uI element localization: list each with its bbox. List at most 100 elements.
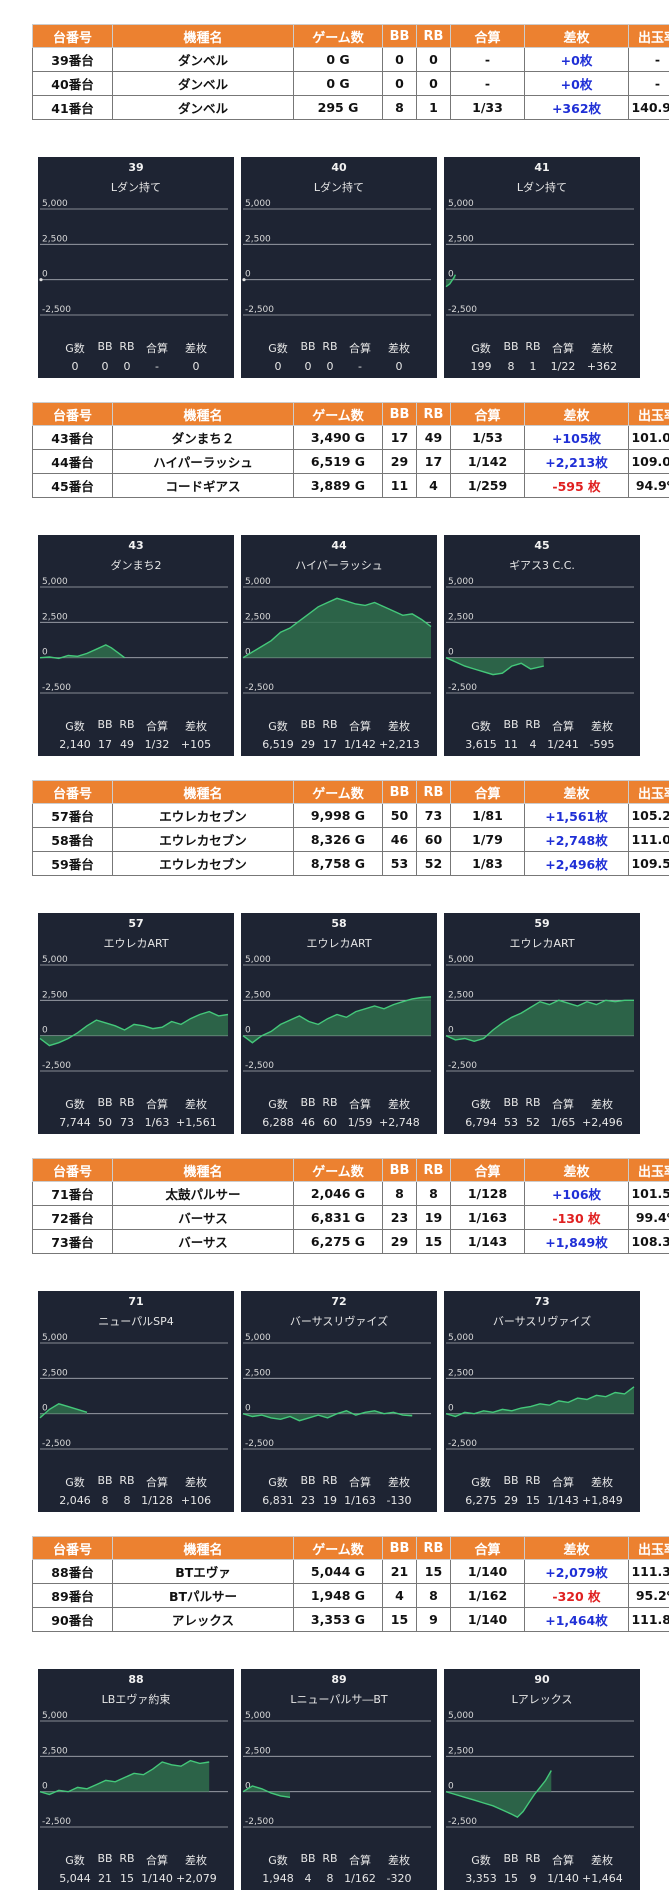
column-header[interactable]: 機種名 [112,1536,294,1560]
panel-footer-values: 5,044 21 15 1/140 +2,079 [38,1872,234,1885]
cell-bb: 21 [382,1559,417,1584]
graph-panel[interactable]: 89 Lニューパルサ―BT 5,000 2,500 0 -2,500 G数 BB RB 合算 差枚 1… [241,1669,437,1890]
table-row[interactable]: 40番台 ダンベル 0 G 0 0- +0枚 - [32,71,669,96]
graph-panel[interactable]: 90 Lアレックス 5,000 2,500 0 -2,500 G数 BB RB 合算 差枚 3,353… [444,1669,640,1890]
column-header[interactable]: 台番号 [32,24,113,48]
footer-label-combined: 合算 [349,1854,371,1867]
graph-panel[interactable]: 57 エウレカART 5,000 2,500 0 -2,500 G数 BB RB 合算 差枚 7,74… [38,913,234,1134]
column-header[interactable]: 出玉率 [628,1158,669,1182]
graph-panel[interactable]: 59 エウレカART 5,000 2,500 0 -2,500 G数 BB RB 合算 差枚 6,79… [444,913,640,1134]
graph-panel[interactable]: 41 Lダン持て 5,000 2,500 0 -2,500 G数 BB RB 合算 差枚 199 8 1 1… [444,157,640,378]
cell-rate: 140.9% [628,95,669,120]
footer-label-rb: RB [525,1096,541,1109]
table-row[interactable]: 44番台 ハイパーラッシュ 6,519 G 29 17 1/142 +2,213枚 109.0… [32,449,669,474]
column-header[interactable]: RB [416,24,451,48]
column-header[interactable]: BB [382,1536,417,1560]
footer-value-bb: 23 [301,1494,315,1507]
column-header[interactable]: BB [382,402,417,426]
column-header[interactable]: 合算 [450,24,525,48]
cell-diff: -320 枚 [524,1583,629,1608]
graph-panel[interactable]: 44 ハイパーラッシュ 5,000 2,500 0 -2,500 G数 BB RB 合算 差枚 6,5… [241,535,437,756]
column-header[interactable]: 出玉率 [628,24,669,48]
cell-games: 6,831 G [293,1205,383,1230]
column-header[interactable]: ゲーム数 [293,1536,383,1560]
column-header[interactable]: 合算 [450,1536,525,1560]
column-header[interactable]: 合算 [450,1158,525,1182]
graph-panel[interactable]: 39 Lダン持て 5,000 2,500 0 -2,500 G数 BB RB 合算 差枚 0 0 0 - 0 [38,157,234,378]
cell-diff: +0枚 [524,71,629,96]
graph-panel[interactable]: 58 エウレカART 5,000 2,500 0 -2,500 G数 BB RB 合算 差枚 6,28… [241,913,437,1134]
cell-bb: 29 [382,1229,417,1254]
column-header[interactable]: ゲーム数 [293,1158,383,1182]
column-header[interactable]: 出玉率 [628,780,669,804]
cell-rb: 9 [416,1607,451,1632]
column-header[interactable]: 出玉率 [628,1536,669,1560]
slump-area [243,1410,413,1421]
column-header[interactable]: RB [416,1158,451,1182]
graph-panel[interactable]: 73 バーサスリヴァイズ 5,000 2,500 0 -2,500 G数 BB RB 合算 差枚 6,… [444,1291,640,1512]
column-header[interactable]: 台番号 [32,1158,113,1182]
column-header[interactable]: BB [382,24,417,48]
footer-value-diff: +362 [586,360,618,373]
column-header[interactable]: 差枚 [524,780,629,804]
column-header[interactable]: 台番号 [32,1536,113,1560]
column-header[interactable]: 機種名 [112,780,294,804]
cell-combined: 1/142 [450,449,525,474]
column-header[interactable]: BB [382,1158,417,1182]
graph-panel[interactable]: 40 Lダン持て 5,000 2,500 0 -2,500 G数 BB RB 合算 差枚 0 0 0 - 0 [241,157,437,378]
column-header[interactable]: RB [416,780,451,804]
column-header[interactable]: RB [416,1536,451,1560]
footer-value-diff: +1,561 [176,1116,217,1129]
footer-label-rb: RB [525,718,541,731]
column-header[interactable]: ゲーム数 [293,402,383,426]
cell-games: 3,889 G [293,473,383,498]
y-tick-label: -2,500 [42,683,71,693]
footer-label-combined: 合算 [349,720,371,733]
column-header[interactable]: 台番号 [32,780,113,804]
column-header[interactable]: 台番号 [32,402,113,426]
column-header[interactable]: 合算 [450,780,525,804]
column-header[interactable]: 合算 [450,402,525,426]
slump-area [446,274,456,287]
graph-panel[interactable]: 71 ニューパルSP4 5,000 2,500 0 -2,500 G数 BB RB 合算 差枚 2,0… [38,1291,234,1512]
column-header[interactable]: ゲーム数 [293,780,383,804]
table-row[interactable]: 39番台 ダンベル 0 G 0 0- +0枚 - [32,47,669,72]
panel-footer-values: 6,275 29 15 1/143 +1,849 [444,1494,640,1507]
panel-machine-name: ハイパーラッシュ [295,559,383,572]
column-header[interactable]: BB [382,780,417,804]
cell-machine-no: 89番台 [32,1583,113,1608]
column-header[interactable]: 機種名 [112,1158,294,1182]
column-header[interactable]: 出玉率 [628,402,669,426]
column-header[interactable]: 差枚 [524,24,629,48]
column-header[interactable]: 機種名 [112,24,294,48]
graph-panel[interactable]: 88 LBエヴァ約束 5,000 2,500 0 -2,500 G数 BB RB 合算 差枚 5,04… [38,1669,234,1890]
column-header[interactable]: RB [416,402,451,426]
column-header[interactable]: 差枚 [524,1536,629,1560]
footer-value-diff: -320 [386,1872,412,1885]
y-tick-label: 2,500 [42,1368,68,1378]
column-header[interactable]: 機種名 [112,402,294,426]
footer-value-combined: 1/162 [344,1872,376,1885]
column-header[interactable]: 差枚 [524,402,629,426]
graph-panel[interactable]: 45 ギアス3 C.C. 5,000 2,500 0 -2,500 G数 BB RB 合算 差枚 3,… [444,535,640,756]
cell-games: 8,326 G [293,827,383,852]
column-header[interactable]: ゲーム数 [293,24,383,48]
column-header[interactable]: 差枚 [524,1158,629,1182]
graph-panel[interactable]: 43 ダンまち2 5,000 2,500 0 -2,500 G数 BB RB 合算 差枚 2,140 1… [38,535,234,756]
cell-machine-no: 73番台 [32,1229,113,1254]
graph-panel[interactable]: 72 バーサスリヴァイズ 5,000 2,500 0 -2,500 G数 BB RB 合算 差枚 6,… [241,1291,437,1512]
y-tick-label: 2,500 [42,1746,68,1756]
